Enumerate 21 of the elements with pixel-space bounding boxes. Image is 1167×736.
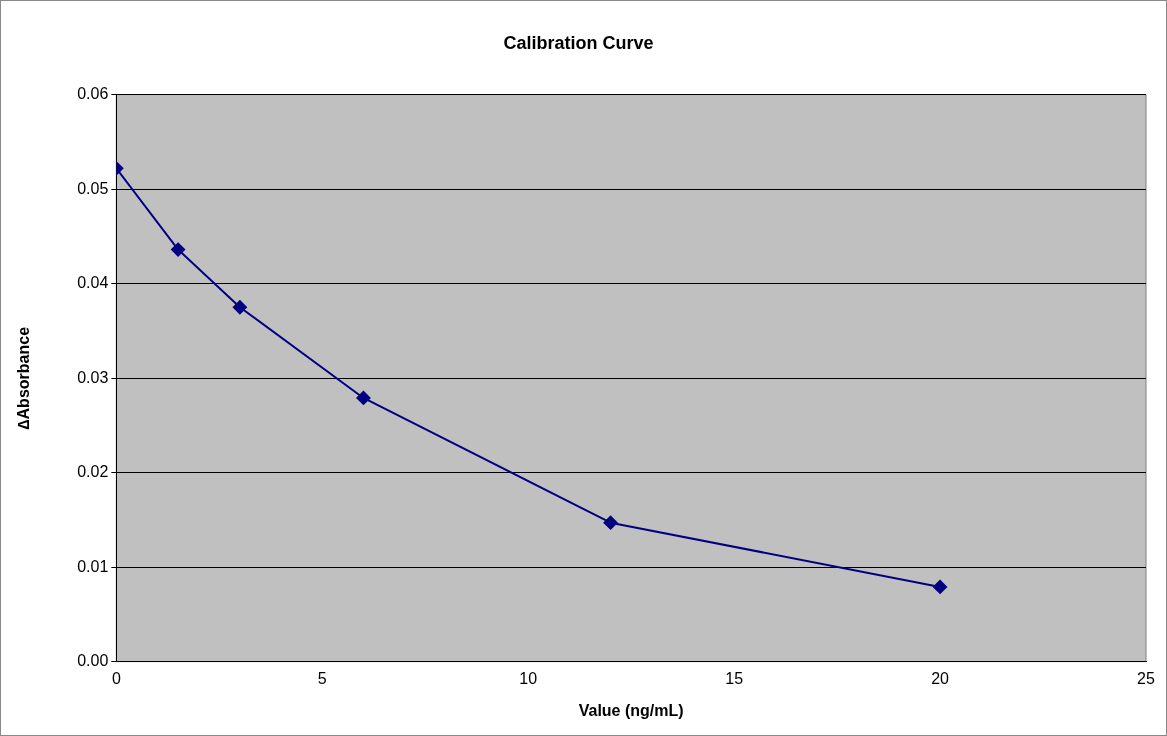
y-tick-label: 0.05 xyxy=(77,179,109,197)
point xyxy=(232,300,247,315)
point xyxy=(933,579,948,594)
point xyxy=(603,515,618,530)
x-tick-label: 15 xyxy=(725,669,744,687)
y-tick-label: 0.06 xyxy=(77,85,109,103)
chart-title: Calibration Curve xyxy=(503,32,654,53)
x-tick-label: 0 xyxy=(111,669,121,687)
y-tick-label: 0.00 xyxy=(77,652,109,670)
x-tick-label: 25 xyxy=(1137,669,1155,687)
x-tick-label: 10 xyxy=(519,669,538,687)
y-tick-label: 0.04 xyxy=(77,274,109,292)
x-tick-label: 5 xyxy=(317,669,327,687)
y-tick-label: 0.01 xyxy=(77,557,109,575)
y-tick-label: 0.03 xyxy=(77,368,109,386)
point xyxy=(356,390,371,405)
point xyxy=(171,242,186,257)
x-tick-label: 20 xyxy=(931,669,950,687)
x-axis-title: Value (ng/mL) xyxy=(578,701,684,719)
y-tick-label: 0.02 xyxy=(77,463,109,481)
y-axis-title: ∆Absorbance xyxy=(15,326,33,430)
